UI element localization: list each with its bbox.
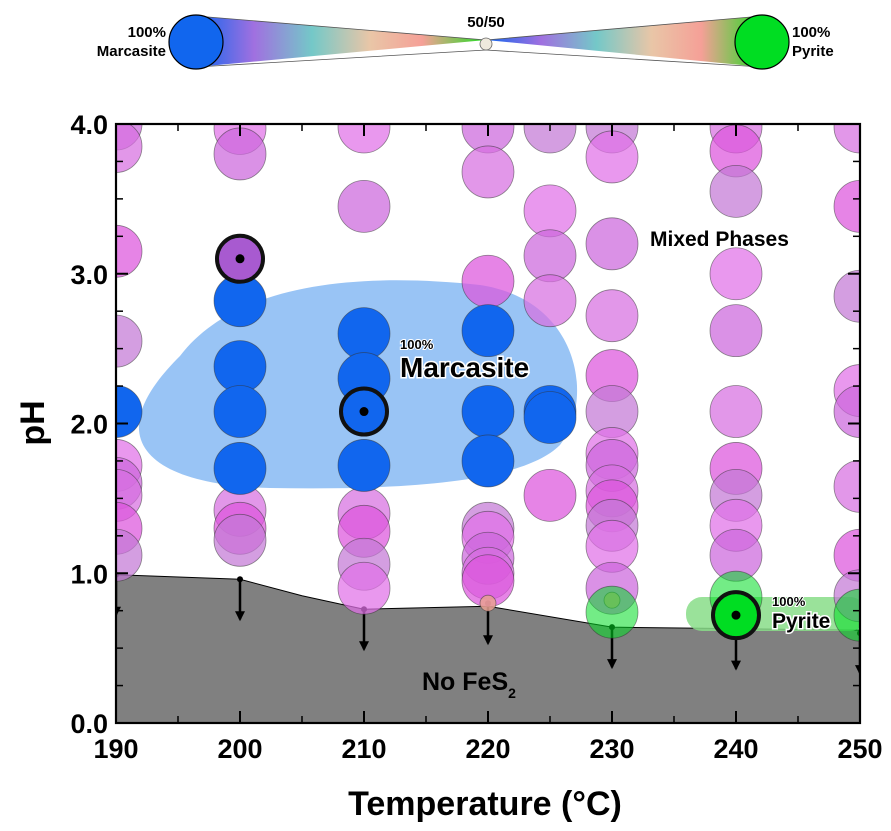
marcasite-point bbox=[461, 434, 515, 488]
pyrite-region-label: Pyrite bbox=[772, 610, 830, 633]
mixed-phases-label: Mixed Phases bbox=[650, 228, 789, 251]
mixed-point bbox=[523, 229, 577, 283]
detection-limit-point bbox=[237, 576, 243, 583]
x-axis-label: Temperature (°C) bbox=[348, 785, 622, 823]
mixed-point bbox=[116, 124, 143, 173]
mixed-phase-points bbox=[116, 124, 860, 623]
marcasite-point bbox=[213, 385, 267, 438]
y-tick-label: 2.0 bbox=[70, 410, 108, 440]
highlighted-sample-center-dot bbox=[235, 254, 245, 264]
mixed-point bbox=[116, 314, 143, 368]
mixed-point bbox=[709, 385, 763, 438]
x-tick-label: 210 bbox=[341, 734, 386, 764]
marcasite-point bbox=[461, 385, 515, 438]
mixed-point bbox=[461, 254, 515, 308]
near-50-50-point bbox=[479, 594, 497, 612]
pyrite-region-pct: 100% bbox=[772, 594, 806, 609]
mixed-point bbox=[523, 274, 577, 328]
y-tick-label: 4.0 bbox=[70, 110, 108, 140]
mixed-point bbox=[833, 385, 860, 438]
marcasite-point bbox=[213, 340, 267, 393]
y-tick-label: 3.0 bbox=[70, 260, 108, 290]
x-tick-label: 220 bbox=[465, 734, 510, 764]
mixed-point bbox=[585, 289, 639, 343]
x-tick-label: 250 bbox=[837, 734, 882, 764]
mixed-point bbox=[833, 124, 860, 154]
detection-limit-arrow-head bbox=[607, 659, 617, 670]
mixed-point bbox=[523, 124, 577, 154]
detection-limit-arrow-head bbox=[235, 611, 245, 622]
x-tick-label: 230 bbox=[589, 734, 634, 764]
mixed-point bbox=[116, 528, 143, 582]
mixed-point bbox=[833, 460, 860, 513]
marcasite-region-label: Marcasite bbox=[400, 352, 529, 383]
mixed-point bbox=[337, 561, 391, 615]
mixed-point bbox=[709, 247, 763, 301]
mixed-point bbox=[833, 269, 860, 323]
no-fes2-label: No FeS2 bbox=[422, 668, 516, 701]
legend-pyrite-marker bbox=[734, 14, 790, 70]
pyrite-point bbox=[833, 588, 860, 642]
mixed-point bbox=[833, 528, 860, 582]
legend: 100% Marcasite 50/50 100% Pyrite bbox=[97, 14, 834, 70]
mixed-point bbox=[833, 179, 860, 233]
detection-limit-arrow-head bbox=[359, 641, 369, 652]
axis-ticks: 190 200 210 220 230 240 250 0.0 1.0 2.0 3.0 4.0 bbox=[70, 110, 882, 764]
detection-limit-arrow-head bbox=[731, 660, 741, 671]
mixed-point bbox=[213, 513, 267, 567]
mixed-point bbox=[709, 304, 763, 358]
mixed-point bbox=[337, 179, 391, 233]
marcasite-point bbox=[337, 307, 391, 361]
mixed-point bbox=[585, 217, 639, 271]
highlighted-sample-center-dot bbox=[731, 610, 741, 620]
x-tick-label: 190 bbox=[93, 734, 138, 764]
mixed-point bbox=[461, 145, 515, 199]
mixed-point bbox=[709, 164, 763, 218]
marcasite-region-pct: 100% bbox=[400, 337, 434, 352]
highlighted-sample-center-dot bbox=[359, 407, 369, 417]
y-tick-label: 0.0 bbox=[70, 709, 108, 739]
highlighted-samples bbox=[215, 233, 761, 641]
marcasite-point bbox=[523, 391, 577, 444]
legend-marcasite-label: Marcasite bbox=[97, 43, 166, 60]
mixed-point bbox=[116, 224, 143, 278]
marcasite-point bbox=[116, 385, 143, 438]
legend-marcasite-pct: 100% bbox=[128, 24, 166, 41]
detection-limit-arrow-head bbox=[483, 635, 493, 646]
mixed-point bbox=[523, 184, 577, 238]
legend-marcasite-marker bbox=[168, 14, 224, 70]
y-axis-label: pH bbox=[14, 400, 52, 445]
legend-center-label: 50/50 bbox=[467, 14, 505, 31]
marcasite-point bbox=[461, 304, 515, 358]
legend-center-marker bbox=[479, 37, 493, 51]
mixed-point bbox=[585, 130, 639, 184]
marcasite-point bbox=[337, 439, 391, 492]
mixed-point bbox=[337, 124, 391, 154]
legend-pyrite-label: Pyrite bbox=[792, 43, 834, 60]
detection-limit-arrow-head bbox=[855, 665, 860, 676]
pyrite-point bbox=[585, 585, 639, 639]
legend-pyrite-pct: 100% bbox=[792, 24, 830, 41]
marcasite-points bbox=[116, 274, 577, 495]
no-fes2-main: No FeS bbox=[422, 668, 508, 696]
legend-gradient-bar bbox=[196, 16, 486, 67]
y-tick-label: 1.0 bbox=[70, 559, 108, 589]
x-tick-label: 200 bbox=[217, 734, 262, 764]
x-tick-label: 240 bbox=[713, 734, 758, 764]
detection-limit-arrow-head bbox=[116, 606, 121, 617]
marcasite-point bbox=[213, 442, 267, 495]
legend-gradient-bar-right bbox=[486, 16, 762, 67]
no-fes2-subscript: 2 bbox=[508, 685, 516, 701]
mixed-point bbox=[523, 468, 577, 522]
